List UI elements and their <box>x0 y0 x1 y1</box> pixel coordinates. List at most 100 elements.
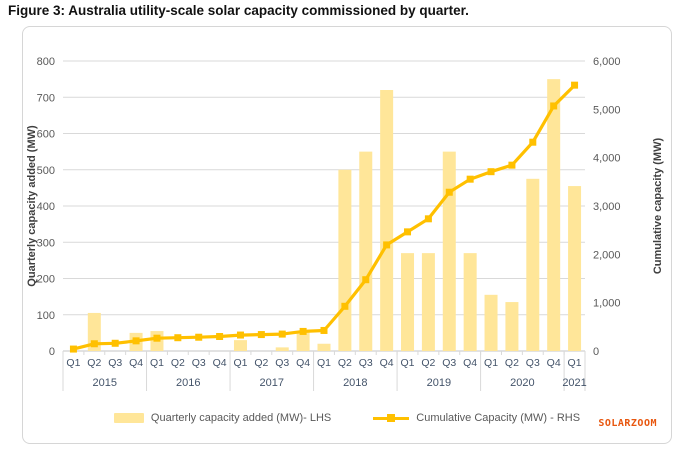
bar <box>380 90 394 351</box>
quarter-label: Q2 <box>505 357 519 369</box>
line-marker <box>132 337 140 345</box>
bars-quarterly-capacity <box>87 79 582 351</box>
quarter-label: Q3 <box>526 357 540 369</box>
quarter-label: Q1 <box>317 357 331 369</box>
quarter-label: Q1 <box>401 357 415 369</box>
line-marker <box>257 331 265 339</box>
year-label: 2017 <box>260 377 284 389</box>
year-label: 2019 <box>427 377 451 389</box>
legend-item-quarterly: Quarterly capacity added (MW)- LHS <box>113 412 332 424</box>
bar <box>317 343 331 351</box>
bar <box>401 253 415 351</box>
right-tick-label: 2,000 <box>593 249 621 261</box>
legend-label-quarterly: Quarterly capacity added (MW)- LHS <box>150 412 332 424</box>
line-marker <box>341 302 349 310</box>
quarter-label: Q4 <box>547 357 561 369</box>
left-axis-title: Quarterly capacity added (MW) <box>26 125 38 287</box>
line-marker <box>69 345 77 353</box>
quarter-label: Q2 <box>171 357 185 369</box>
gridlines <box>63 60 585 352</box>
left-tick-label: 800 <box>37 56 55 68</box>
line-marker <box>424 215 432 223</box>
legend-item-cumulative: Cumulative Capacity (MW) - RHS <box>373 412 580 424</box>
line-marker <box>216 333 224 340</box>
bar <box>568 186 582 351</box>
chart-frame: 0 100 200 300 400 500 600 700 800 0 1,000 2,000 3,00… <box>22 26 672 444</box>
bar <box>463 253 477 351</box>
line-marker <box>508 161 516 169</box>
quarter-label: Q2 <box>421 357 435 369</box>
line-marker <box>236 331 244 339</box>
year-label: 2020 <box>510 377 534 389</box>
legend-label-cumulative: Cumulative Capacity (MW) - RHS <box>416 412 581 424</box>
line-marker <box>174 334 182 342</box>
quarter-label: Q3 <box>192 357 206 369</box>
bar <box>233 340 247 351</box>
quarter-label: Q1 <box>66 357 80 369</box>
line-marker <box>153 334 161 342</box>
line-marker <box>529 138 537 146</box>
right-axis-ticks: 0 1,000 2,000 3,000 4,000 5,000 6,000 <box>593 56 621 358</box>
x-axis-year-labels: 2015 2016 2017 2018 2019 2020 2021 <box>93 377 587 389</box>
quarter-label: Q2 <box>87 357 101 369</box>
line-marker <box>90 340 98 348</box>
line-marker <box>571 81 579 89</box>
left-tick-label: 0 <box>49 346 55 358</box>
quarter-label: Q2 <box>338 357 352 369</box>
figure-title: Figure 3: Australia utility-scale solar … <box>8 3 469 18</box>
right-tick-label: 3,000 <box>593 201 621 213</box>
line-marker <box>383 241 391 249</box>
year-label: 2018 <box>343 377 367 389</box>
year-label: 2016 <box>176 377 200 389</box>
right-axis-title: Cumulative capacity (MW) <box>652 138 664 275</box>
bar <box>484 294 498 351</box>
bar <box>547 79 561 351</box>
bar <box>296 331 310 351</box>
left-tick-label: 500 <box>37 165 55 177</box>
left-tick-label: 300 <box>37 237 55 249</box>
quarter-label: Q4 <box>463 357 477 369</box>
quarter-label: Q1 <box>150 357 164 369</box>
chart-legend: Quarterly capacity added (MW)- LHS Cumul… <box>23 401 671 435</box>
right-tick-label: 5,000 <box>593 104 621 116</box>
quarter-label: Q1 <box>568 357 582 369</box>
quarter-label: Q4 <box>213 357 227 369</box>
year-label: 2015 <box>93 377 117 389</box>
cumulative-line <box>69 81 579 353</box>
line-marker <box>445 188 453 196</box>
line-marker <box>195 333 203 341</box>
line-marker <box>466 175 474 183</box>
bar <box>359 151 373 351</box>
left-tick-label: 200 <box>37 274 55 286</box>
quarter-label: Q4 <box>129 357 143 369</box>
line-marker <box>362 276 370 284</box>
year-label: 2021 <box>562 377 586 389</box>
quarter-label: Q2 <box>254 357 268 369</box>
bar <box>442 151 456 351</box>
quarter-label: Q3 <box>359 357 373 369</box>
quarter-label: Q1 <box>233 357 247 369</box>
right-tick-label: 6,000 <box>593 56 621 68</box>
bar <box>275 347 289 351</box>
line-marker <box>320 326 328 334</box>
quarter-label: Q4 <box>380 357 394 369</box>
line-marker <box>278 330 286 338</box>
right-tick-label: 4,000 <box>593 153 621 165</box>
quarter-label: Q1 <box>484 357 498 369</box>
line-marker <box>111 339 119 347</box>
bar <box>421 253 435 351</box>
quarter-label: Q3 <box>275 357 289 369</box>
quarter-label: Q4 <box>296 357 310 369</box>
line-marker <box>404 228 412 236</box>
line-swatch-icon <box>373 413 410 423</box>
right-tick-label: 0 <box>593 346 599 358</box>
quarter-label: Q3 <box>108 357 122 369</box>
bar-swatch-icon <box>113 413 144 423</box>
cumulative-line-path <box>73 84 576 351</box>
x-axis-quarter-labels: Q1 Q2 Q3 Q4 Q1 Q2 Q3 Q4 Q1 Q2 Q3 Q4 Q1 Q2 Q3 Q4 Q1 Q2 Q3 Q4… <box>66 357 581 369</box>
bar <box>526 178 540 351</box>
bar <box>338 169 352 351</box>
x-axis-separators <box>62 351 586 391</box>
bar <box>505 302 519 351</box>
left-tick-label: 100 <box>37 310 55 322</box>
